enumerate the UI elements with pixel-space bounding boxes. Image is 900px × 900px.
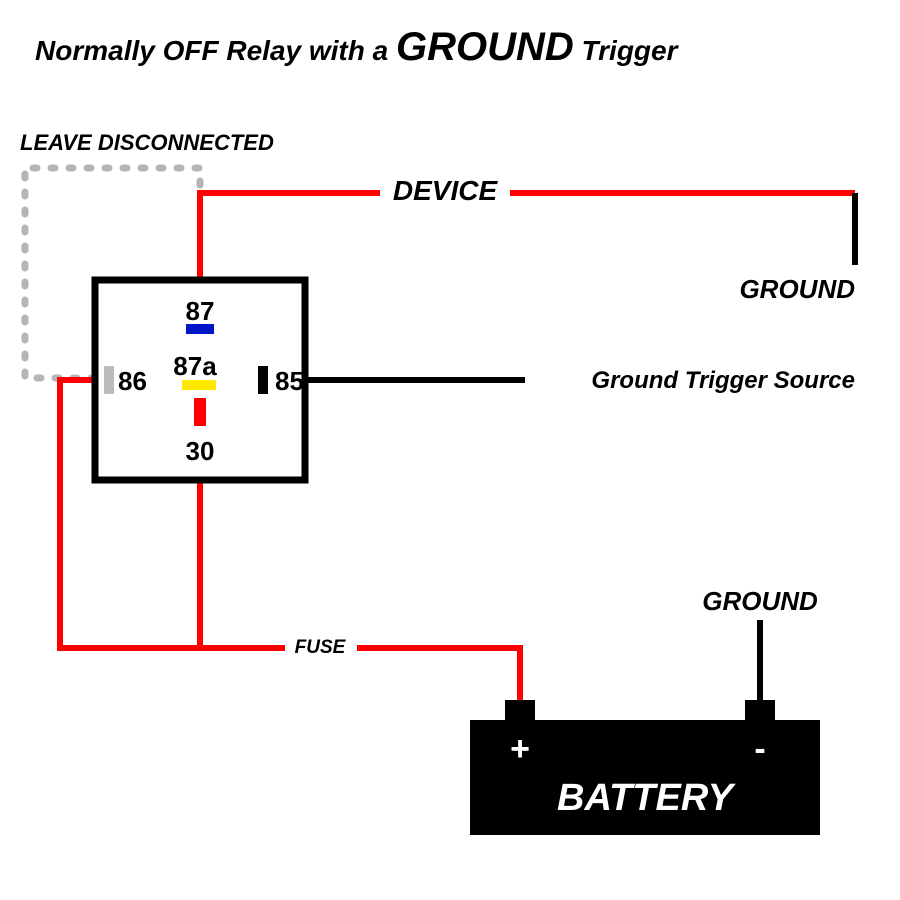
pin-87a [182, 380, 216, 390]
wire-30-to-battery-plus [200, 648, 520, 720]
battery-terminal-plus [505, 700, 535, 722]
ground-trigger-label: Ground Trigger Source [591, 367, 855, 394]
battery-terminal-minus [745, 700, 775, 722]
wiring-diagram: Normally OFF Relay with a GROUND Trigger… [0, 0, 900, 900]
pin-30-label: 30 [186, 436, 215, 466]
diagram-title: Normally OFF Relay with a GROUND Trigger [35, 25, 680, 69]
wire-87-to-device [200, 193, 855, 280]
battery-ground-label: GROUND [702, 586, 818, 616]
pin-87-label: 87 [186, 296, 215, 326]
battery: + - BATTERY [470, 700, 820, 835]
battery-label: BATTERY [557, 777, 737, 819]
pin-85 [258, 366, 268, 394]
pin-87a-label: 87a [173, 351, 217, 381]
pin-86-label: 86 [118, 366, 147, 396]
pin-87 [186, 324, 214, 334]
device-ground-label: GROUND [739, 274, 855, 304]
fuse-label: FUSE [295, 637, 347, 658]
pin-85-label: 85 [275, 366, 304, 396]
device-label: DEVICE [393, 175, 499, 206]
pin-86 [104, 366, 114, 394]
pin-30 [194, 398, 206, 426]
battery-plus-label: + [510, 730, 530, 768]
leave-disconnected-label: LEAVE DISCONNECTED [20, 130, 274, 155]
relay: 87 87a 30 86 85 [95, 280, 305, 480]
battery-minus-label: - [754, 730, 765, 768]
